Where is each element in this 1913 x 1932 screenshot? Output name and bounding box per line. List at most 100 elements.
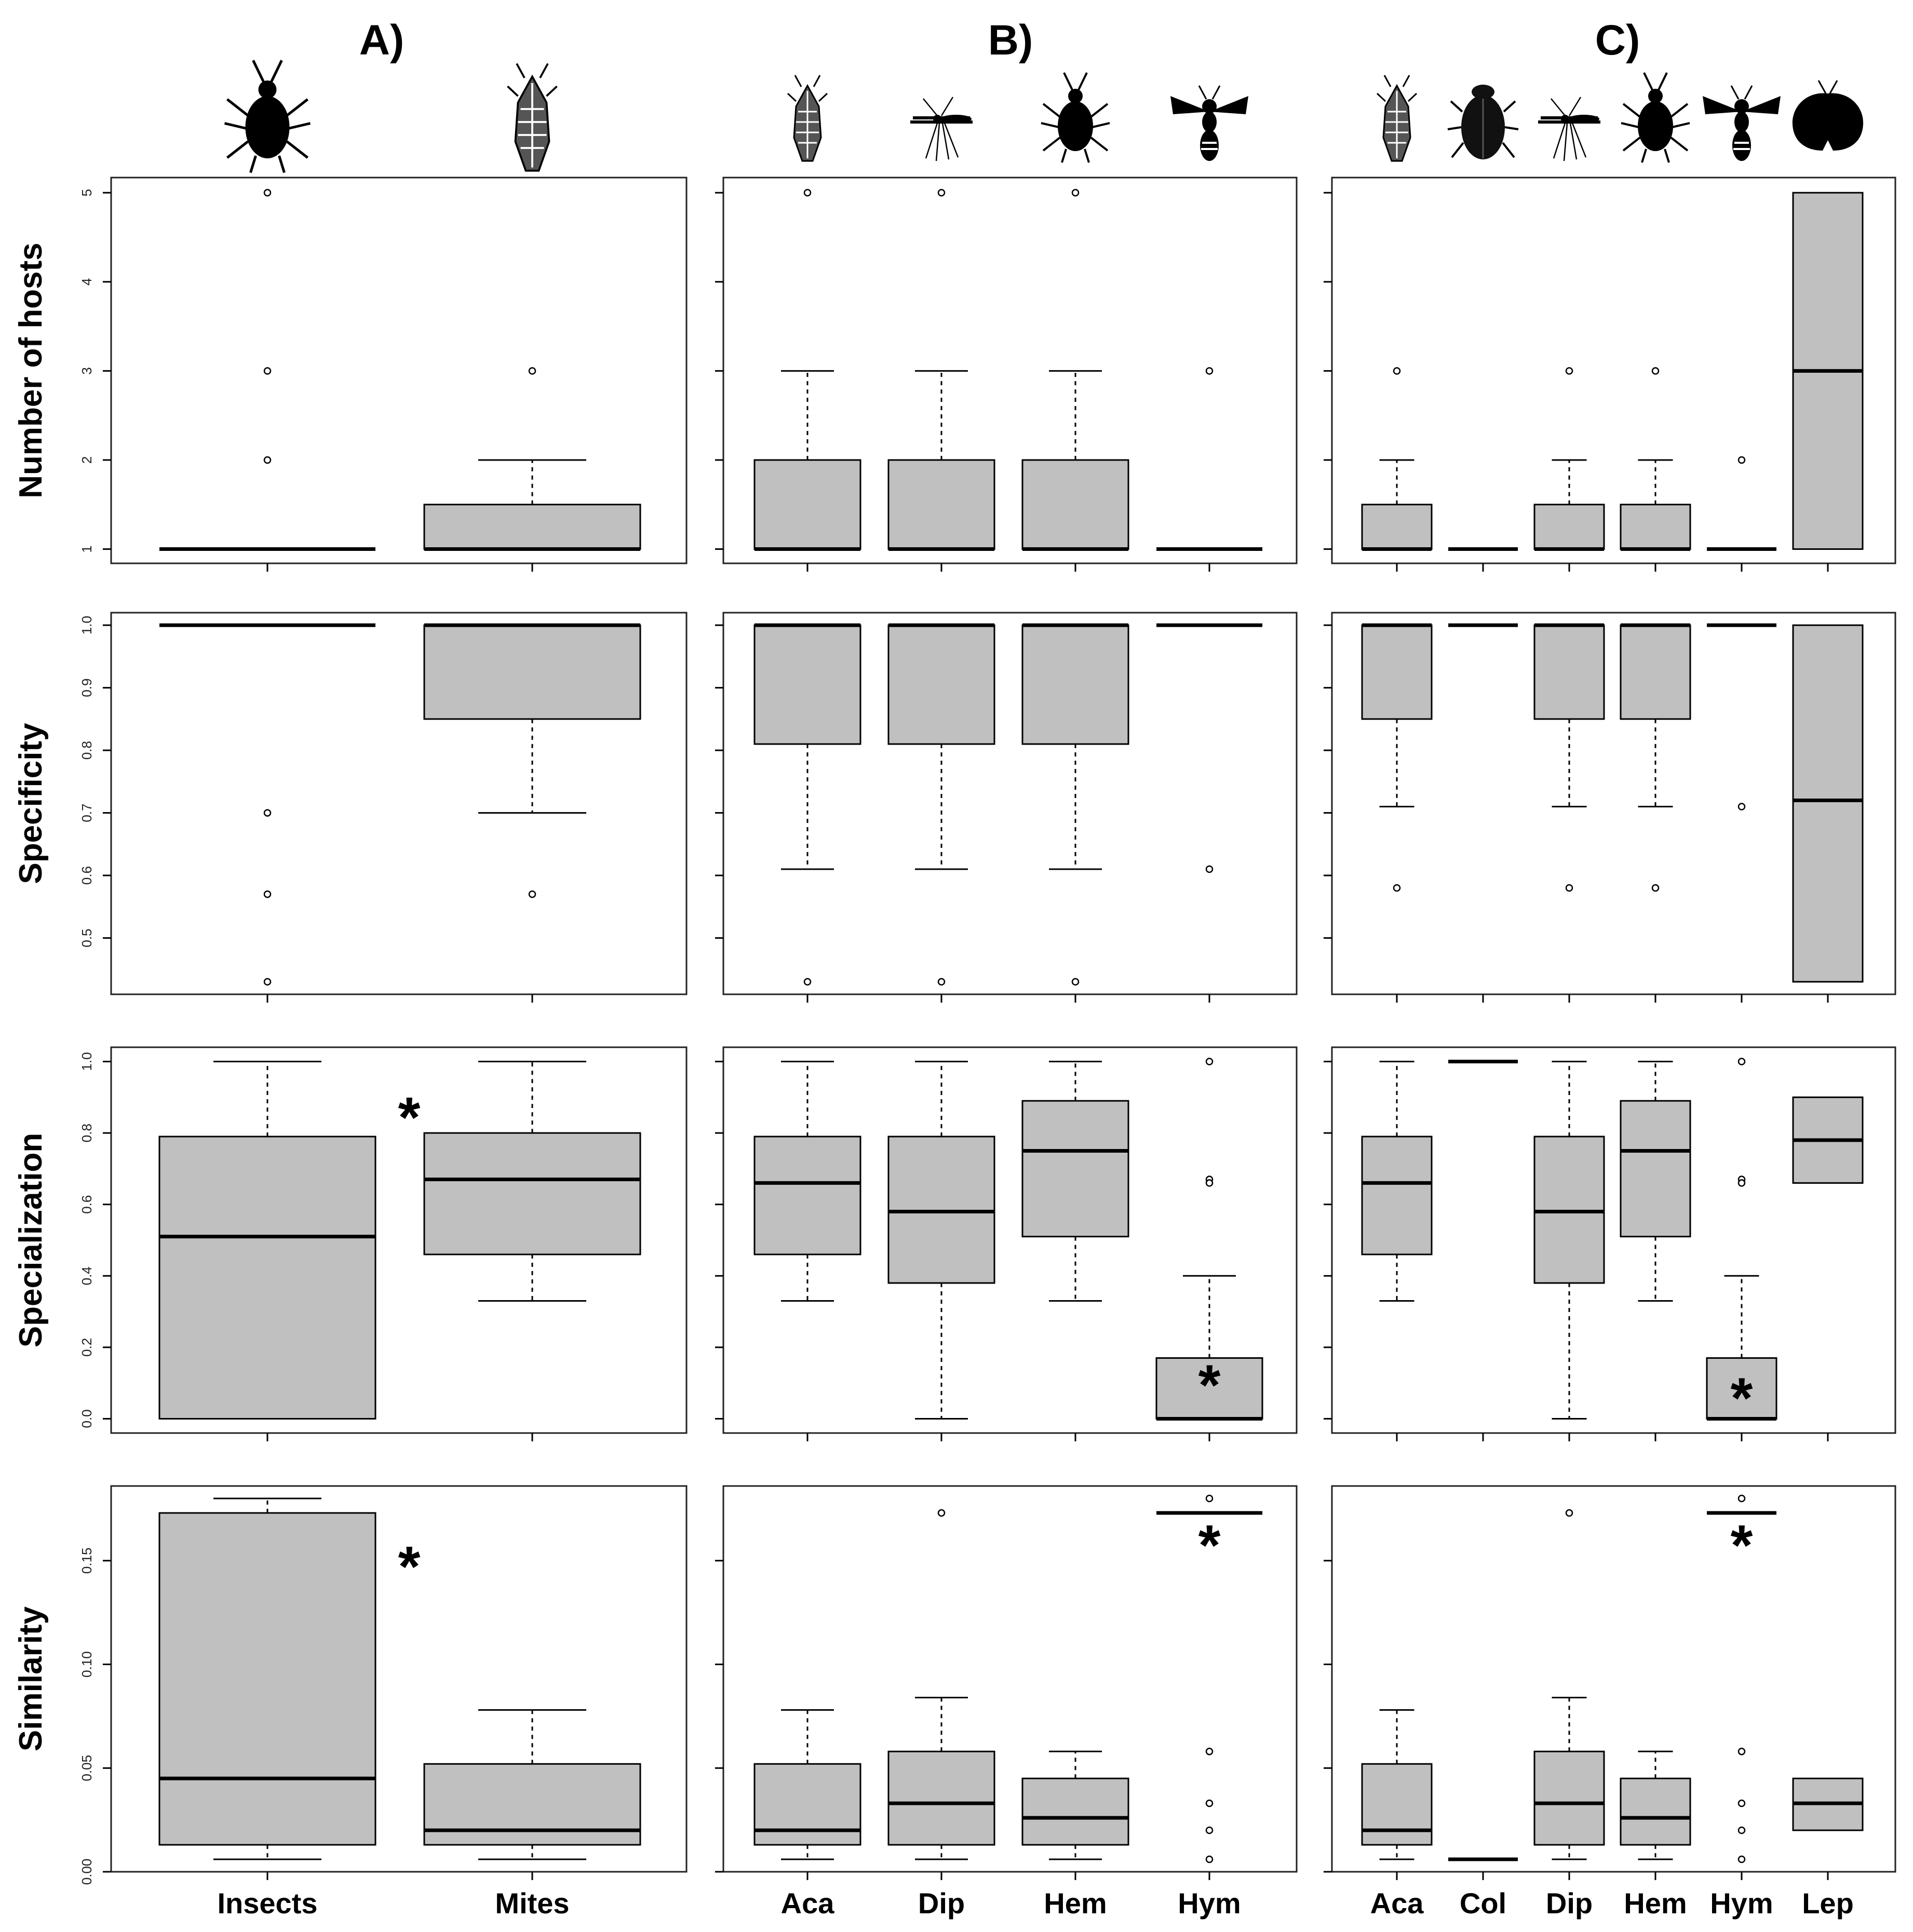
plot-frame	[722, 1046, 1298, 1434]
box-Hem	[1620, 623, 1691, 1003]
box-Hem	[1620, 367, 1691, 572]
box-Lep	[1792, 1777, 1864, 1880]
box-Hem	[1620, 1750, 1691, 1880]
box-Lep	[1792, 624, 1864, 1003]
box-Dip	[887, 1509, 995, 1880]
panel-A-1: 0.5 0.6 0.7 0.8 0.9 1.0	[79, 612, 688, 1003]
outlier-point	[1205, 367, 1214, 375]
box-Dip	[1533, 623, 1605, 1003]
panel-B-3: *	[715, 1485, 1298, 1880]
iqr-box	[887, 1750, 995, 1846]
box-Hem	[1021, 188, 1129, 572]
category-label-1-3: Hym	[1178, 1887, 1241, 1920]
iqr-box	[1361, 504, 1433, 550]
plot-frame	[722, 612, 1298, 995]
iqr-box	[1533, 1750, 1605, 1846]
y-tick-label: 0.4	[79, 1266, 95, 1285]
y-tick-label: 0.0	[79, 1409, 95, 1428]
outlier-point	[263, 188, 272, 197]
outlier-point	[1205, 1855, 1214, 1863]
outlier-point	[1393, 367, 1401, 375]
box-Mites	[423, 1709, 641, 1880]
box-Insects	[159, 623, 375, 1003]
category-label-2-0: Aca	[1370, 1887, 1424, 1920]
y-tick-label: 2	[79, 456, 95, 464]
iqr-box	[1620, 1777, 1691, 1846]
box-Hem	[1021, 1061, 1129, 1441]
iqr-box	[1620, 1100, 1691, 1238]
plot-frame	[110, 612, 688, 995]
outlier-point	[1737, 1826, 1746, 1834]
panel-B-2: *	[715, 1046, 1298, 1441]
panel-C-3: *	[1324, 1485, 1896, 1880]
ylabel-3: Similarity	[13, 1606, 49, 1751]
box-Col	[1448, 547, 1518, 572]
taxon-icons	[224, 60, 1864, 173]
outlier-point	[528, 367, 536, 375]
y-tick-label: 0.05	[79, 1755, 95, 1781]
y-tick-label: 4	[79, 278, 95, 286]
iqr-box	[1155, 1357, 1263, 1420]
y-tick-label: 0.00	[79, 1859, 95, 1885]
significance-asterisk: *	[1198, 1514, 1221, 1577]
y-tick-label: 0.15	[79, 1548, 95, 1574]
outlier-point	[1071, 978, 1080, 986]
box-Hym	[1707, 623, 1776, 1003]
panel-B-0	[715, 177, 1298, 572]
mite-icon	[787, 75, 828, 162]
category-labels: Insects Mites Aca Dip Hem Hym Aca Col Dip Hem Hym L…	[218, 1887, 1854, 1920]
ylabel-2: Specialization	[13, 1133, 49, 1347]
panel-A-0: 1 2 3 4 5	[79, 177, 688, 572]
iqr-box	[753, 1763, 861, 1846]
significance-asterisk: *	[398, 1086, 421, 1150]
row-labels: Number of hosts Specificity Specialization…	[13, 242, 49, 1751]
iqr-box	[423, 1763, 641, 1846]
y-tick-label: 0.7	[79, 803, 95, 822]
iqr-box	[423, 624, 641, 720]
plot-frame	[1331, 1485, 1896, 1873]
box-Mites	[423, 1061, 641, 1441]
outlier-point	[263, 809, 272, 817]
panel-title-1: B)	[988, 17, 1033, 64]
category-label-1-2: Hem	[1044, 1887, 1107, 1920]
outlier-point	[1651, 367, 1660, 375]
box-Mites	[423, 623, 641, 1003]
outlier-point	[1205, 1748, 1214, 1755]
panel-C-2: *	[1324, 1046, 1896, 1441]
outlier-point	[1737, 1179, 1746, 1187]
iqr-box	[1706, 1357, 1777, 1420]
outlier-point	[1205, 1826, 1214, 1834]
outlier-point	[1205, 1494, 1214, 1503]
box-Hem	[1021, 1750, 1129, 1880]
category-label-1-1: Dip	[918, 1887, 965, 1920]
iqr-box	[1620, 504, 1691, 550]
outlier-point	[1737, 1799, 1746, 1807]
iqr-box	[887, 459, 995, 550]
category-label-2-3: Hem	[1624, 1887, 1687, 1920]
box-Lep	[1792, 1096, 1864, 1441]
significance-asterisk: *	[1731, 1367, 1753, 1430]
box-Aca	[1361, 1709, 1433, 1880]
iqr-box	[1533, 504, 1605, 550]
iqr-box	[1533, 624, 1605, 720]
box-Dip	[1533, 367, 1605, 572]
outlier-point	[263, 367, 272, 375]
outlier-point	[1205, 865, 1214, 873]
iqr-box	[1021, 624, 1129, 745]
outlier-point	[1565, 367, 1573, 375]
y-tick-label: 5	[79, 189, 95, 196]
outlier-point	[1737, 803, 1746, 810]
iqr-box	[423, 1132, 641, 1255]
iqr-box	[753, 1136, 861, 1255]
y-tick-label: 0.6	[79, 866, 95, 885]
box-Aca	[753, 188, 861, 572]
box-Dip	[1533, 1061, 1605, 1441]
box-Insects	[158, 1061, 376, 1441]
outlier-point	[1651, 884, 1660, 892]
y-tick-label: 3	[79, 367, 95, 374]
panel-C-0	[1324, 177, 1896, 572]
outlier-point	[1071, 188, 1080, 197]
outlier-point	[937, 188, 946, 197]
wasp-icon	[1703, 85, 1781, 161]
panel-titles: A) B) C)	[359, 17, 1640, 64]
